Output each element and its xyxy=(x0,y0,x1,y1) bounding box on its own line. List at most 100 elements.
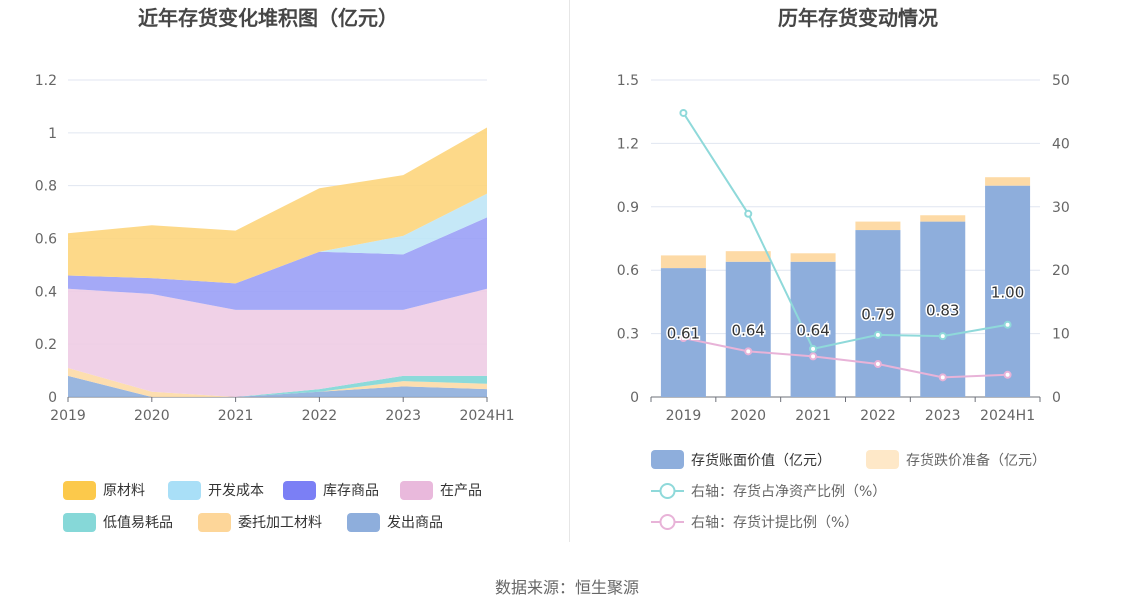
legend-swatch xyxy=(866,450,899,469)
left-y-tick-label: 1.2 xyxy=(35,73,57,89)
line-point xyxy=(679,108,688,117)
line-point xyxy=(1003,320,1012,329)
legend-marker xyxy=(659,483,676,499)
legend-swatch xyxy=(63,481,96,500)
legend-swatch xyxy=(198,513,231,532)
line-point xyxy=(938,332,947,341)
right-left-y-tick-label: 0 xyxy=(630,390,639,406)
legend-label: 右轴：存货占净资产比例（%） xyxy=(691,483,886,500)
bar-data-label: 0.64 xyxy=(732,321,765,339)
legend-swatch xyxy=(347,513,380,532)
bar-data-label: 0.64 xyxy=(796,321,829,339)
right-right-y-tick-label: 10 xyxy=(1052,327,1070,343)
bar-book-value xyxy=(855,230,901,397)
legend-item-impairment[interactable]: 存货跌价准备（亿元） xyxy=(866,450,1046,469)
left-chart-areas xyxy=(68,127,487,397)
line-series-net-asset-ratio xyxy=(682,112,1008,350)
bar-impairment xyxy=(790,253,836,262)
left-y-tick-label: 0.8 xyxy=(35,179,57,195)
left-chart-title: 近年存货变化堆积图（亿元） xyxy=(138,6,398,30)
legend-label: 存货账面价值（亿元） xyxy=(691,452,831,469)
bar-book-value xyxy=(920,221,966,397)
right-right-y-tick-label: 20 xyxy=(1052,263,1070,279)
left-x-tick-label: 2023 xyxy=(385,408,421,424)
right-x-tick-label: 2019 xyxy=(666,408,702,424)
bar-book-value xyxy=(660,268,706,397)
right-left-y-tick-label: 0.9 xyxy=(617,200,639,216)
line-point xyxy=(809,352,818,361)
bar-book-value xyxy=(725,261,771,397)
right-left-y-tick-label: 1.2 xyxy=(617,136,639,152)
left-y-tick-label: 0.2 xyxy=(35,337,57,353)
area-series-库存商品 xyxy=(68,217,487,310)
right-left-y-tick-label: 0.6 xyxy=(617,263,639,279)
legend-item-provision-ratio[interactable]: 右轴：存货计提比例（%） xyxy=(651,514,858,531)
legend-item-net-asset-ratio[interactable]: 右轴：存货占净资产比例（%） xyxy=(651,483,886,500)
right-x-tick-label: 2024H1 xyxy=(980,408,1035,424)
legend-label: 开发成本 xyxy=(208,483,264,499)
area-series-委托加工材料 xyxy=(68,367,487,397)
right-right-y-tick-label: 0 xyxy=(1052,390,1061,406)
line-point xyxy=(873,330,882,339)
legend-label: 库存商品 xyxy=(323,483,379,499)
right-chart-axes: 0 0.3 0.6 0.9 1.2 1.5 0 10 20 30 40 50 2019 2020 2021 2… xyxy=(617,73,1070,424)
line-point xyxy=(873,360,882,369)
legend-swatch xyxy=(283,481,316,500)
bar-book-value xyxy=(985,185,1031,397)
legend-label: 委托加工材料 xyxy=(238,515,322,531)
legend-item-发出商品[interactable]: 发出商品 xyxy=(347,513,443,532)
line-point xyxy=(1003,370,1012,379)
legend-label: 右轴：存货计提比例（%） xyxy=(691,514,858,531)
bar-impairment xyxy=(855,221,901,231)
legend-item-开发成本[interactable]: 开发成本 xyxy=(168,481,264,500)
right-right-y-tick-label: 30 xyxy=(1052,200,1070,216)
line-point xyxy=(809,344,818,353)
legend-item-库存商品[interactable]: 库存商品 xyxy=(283,481,379,500)
right-left-y-tick-label: 1.5 xyxy=(617,73,639,89)
left-x-tick-label: 2022 xyxy=(302,408,338,424)
legend-item-低值易耗品[interactable]: 低值易耗品 xyxy=(63,513,173,532)
bar-data-label: 0.79 xyxy=(861,306,894,324)
left-y-tick-label: 0.4 xyxy=(35,284,57,300)
right-x-tick-label: 2023 xyxy=(925,408,961,424)
left-y-tick-label: 0.6 xyxy=(35,232,57,248)
line-point xyxy=(938,373,947,382)
right-chart-lines xyxy=(679,108,1012,382)
right-right-y-tick-label: 40 xyxy=(1052,136,1070,152)
legend-label: 发出商品 xyxy=(387,515,443,531)
area-series-开发成本 xyxy=(68,193,487,284)
legend-swatch xyxy=(63,513,96,532)
legend-label: 低值易耗品 xyxy=(103,515,173,531)
line-point xyxy=(744,209,753,218)
line-series-provision-ratio xyxy=(683,337,1008,379)
left-y-tick-label: 1 xyxy=(48,126,57,142)
left-x-tick-label: 2021 xyxy=(218,408,254,424)
legend-swatch xyxy=(168,481,201,500)
legend-item-book-value[interactable]: 存货账面价值（亿元） xyxy=(651,450,831,469)
right-chart-legend[interactable]: 存货账面价值（亿元） 存货跌价准备（亿元） 右轴：存货占净资产比例（%） 右轴：存货计… xyxy=(651,450,1046,531)
line-point xyxy=(679,334,688,343)
area-series-原材料 xyxy=(68,127,487,284)
right-right-y-tick-label: 50 xyxy=(1052,73,1070,89)
right-chart-bars xyxy=(660,177,1031,397)
right-chart-data-labels: 0.61 0.64 0.64 0.79 0.83 1.00 xyxy=(665,282,1026,344)
bar-data-label: 0.61 xyxy=(667,325,700,343)
line-point xyxy=(744,347,753,356)
legend-swatch xyxy=(651,450,684,469)
right-chart-title: 历年存货变动情况 xyxy=(778,6,938,30)
area-series-发出商品 xyxy=(68,375,487,397)
area-series-在产品 xyxy=(68,288,487,397)
right-x-tick-label: 2020 xyxy=(730,408,766,424)
bar-impairment xyxy=(985,177,1031,186)
left-y-tick-label: 0 xyxy=(48,390,57,406)
legend-item-委托加工材料[interactable]: 委托加工材料 xyxy=(198,513,322,532)
left-x-tick-label: 2019 xyxy=(50,408,86,424)
legend-item-在产品[interactable]: 在产品 xyxy=(400,481,482,500)
left-x-tick-label: 2020 xyxy=(134,408,170,424)
legend-marker xyxy=(659,514,676,530)
right-left-y-tick-label: 0.3 xyxy=(617,327,639,343)
legend-label: 原材料 xyxy=(103,483,145,499)
legend-item-原材料[interactable]: 原材料 xyxy=(63,481,145,500)
